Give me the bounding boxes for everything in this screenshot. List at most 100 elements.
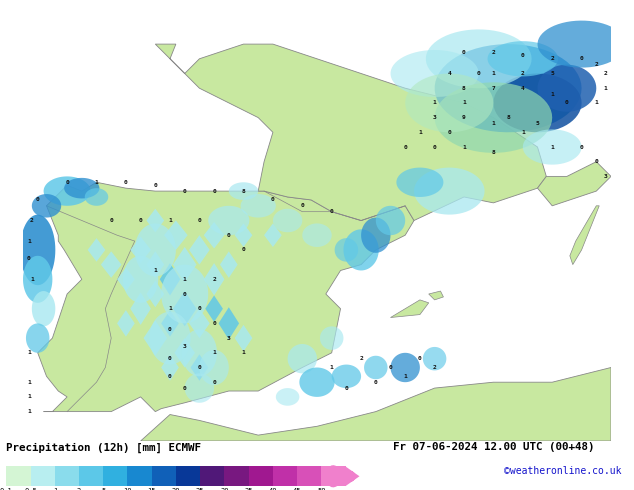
Text: Precipitation (12h) [mm] ECMWF: Precipitation (12h) [mm] ECMWF (6, 442, 202, 453)
Polygon shape (146, 251, 164, 278)
Text: 1: 1 (330, 365, 333, 370)
Text: 0: 0 (212, 380, 216, 385)
Polygon shape (205, 295, 223, 322)
Text: 1: 1 (462, 145, 466, 149)
Text: 3: 3 (227, 336, 231, 341)
Text: 4: 4 (448, 71, 451, 76)
Polygon shape (146, 281, 164, 307)
Text: 0: 0 (403, 145, 407, 149)
Text: 0: 0 (374, 380, 378, 385)
Text: 0: 0 (36, 197, 39, 202)
Bar (55, 466, 79, 486)
Text: 1: 1 (491, 71, 495, 76)
Text: 5: 5 (536, 121, 540, 126)
Polygon shape (361, 218, 391, 253)
Bar (30, 466, 55, 486)
Polygon shape (391, 300, 429, 318)
Polygon shape (20, 215, 55, 285)
Text: 0: 0 (183, 386, 186, 391)
Text: 0: 0 (418, 356, 422, 361)
Polygon shape (332, 365, 361, 388)
Polygon shape (299, 368, 335, 397)
Polygon shape (117, 268, 134, 291)
Text: 2: 2 (603, 71, 607, 76)
Text: 25: 25 (196, 488, 204, 490)
Text: 0.5: 0.5 (24, 488, 37, 490)
Polygon shape (150, 312, 191, 365)
Polygon shape (173, 247, 197, 282)
Text: 3: 3 (603, 174, 607, 179)
Polygon shape (164, 220, 188, 250)
Polygon shape (488, 41, 558, 76)
Polygon shape (288, 344, 317, 373)
Polygon shape (493, 74, 581, 132)
Polygon shape (146, 209, 164, 232)
Text: 0: 0 (65, 180, 69, 185)
Text: 2: 2 (595, 62, 598, 67)
Bar (103, 466, 127, 486)
Text: 1: 1 (53, 488, 57, 490)
Text: Fr 07-06-2024 12.00 UTC (00+48): Fr 07-06-2024 12.00 UTC (00+48) (393, 442, 595, 452)
Text: 0: 0 (153, 183, 157, 188)
Text: 0: 0 (212, 321, 216, 326)
Text: 1: 1 (183, 277, 186, 282)
Text: 0: 0 (183, 292, 186, 296)
Polygon shape (32, 194, 61, 218)
Text: 0: 0 (271, 197, 275, 202)
Text: 8: 8 (462, 86, 466, 91)
Text: 0: 0 (198, 306, 201, 311)
Polygon shape (235, 325, 252, 351)
Text: 0.1: 0.1 (0, 488, 13, 490)
Text: 0: 0 (109, 218, 113, 223)
Text: 0: 0 (595, 159, 598, 164)
Polygon shape (204, 263, 224, 295)
Text: 0: 0 (344, 386, 348, 391)
Text: 35: 35 (244, 488, 253, 490)
Text: 1: 1 (403, 374, 407, 379)
Text: 3: 3 (433, 115, 436, 120)
Text: 4: 4 (521, 86, 525, 91)
Text: 2: 2 (521, 71, 525, 76)
Polygon shape (523, 129, 581, 165)
Polygon shape (344, 229, 378, 270)
Text: 0: 0 (168, 374, 172, 379)
Text: 2: 2 (30, 218, 34, 223)
Bar (224, 466, 249, 486)
Text: 1: 1 (27, 380, 31, 385)
Polygon shape (174, 338, 195, 368)
Text: 40: 40 (269, 488, 277, 490)
Polygon shape (435, 44, 581, 132)
Text: 0: 0 (198, 365, 201, 370)
Polygon shape (23, 256, 53, 303)
Polygon shape (123, 256, 158, 303)
Text: 8: 8 (242, 189, 245, 194)
Text: 1: 1 (521, 130, 525, 135)
Polygon shape (570, 206, 599, 265)
Text: 50: 50 (317, 488, 325, 490)
Polygon shape (538, 65, 597, 112)
Text: 0: 0 (212, 189, 216, 194)
Text: 1: 1 (491, 121, 495, 126)
Text: 30: 30 (220, 488, 229, 490)
Bar (321, 466, 346, 486)
Bar (127, 466, 152, 486)
Polygon shape (302, 223, 332, 247)
Polygon shape (182, 329, 217, 376)
Polygon shape (189, 235, 210, 265)
Text: 1: 1 (27, 239, 31, 244)
Polygon shape (235, 223, 252, 247)
Polygon shape (391, 353, 420, 382)
Polygon shape (414, 168, 484, 215)
Polygon shape (429, 291, 443, 300)
Text: 1: 1 (603, 86, 607, 91)
Polygon shape (200, 350, 229, 385)
Text: 0: 0 (242, 247, 245, 252)
Text: 0: 0 (124, 180, 128, 185)
Text: 0: 0 (27, 256, 31, 261)
Text: 0: 0 (477, 71, 481, 76)
Text: 1: 1 (94, 180, 98, 185)
Text: 0: 0 (565, 100, 569, 105)
Text: 1: 1 (168, 306, 172, 311)
Polygon shape (273, 209, 302, 232)
Text: 1: 1 (550, 145, 554, 149)
